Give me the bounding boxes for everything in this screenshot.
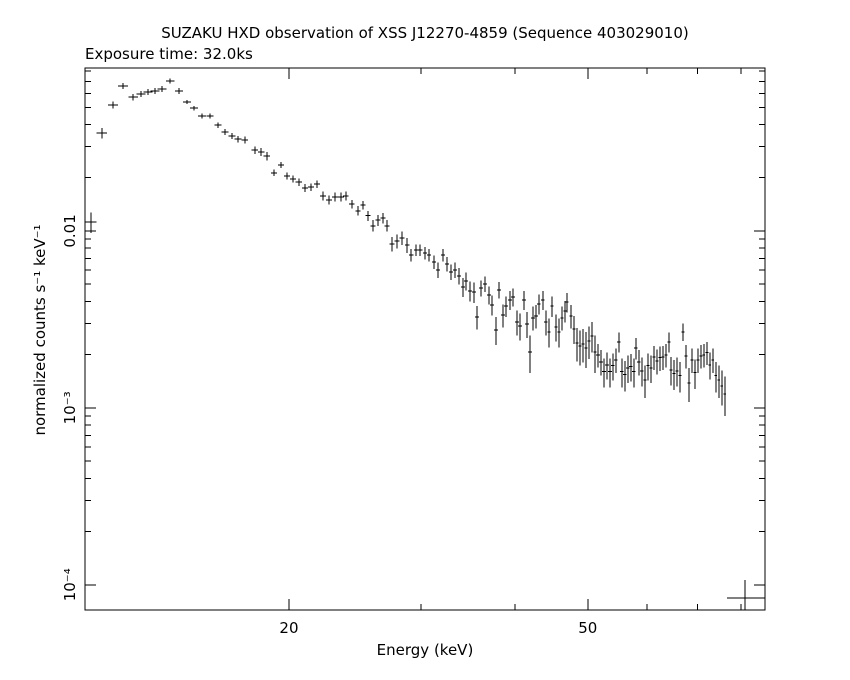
- x-tick-label: 50: [578, 619, 597, 637]
- y-tick-label: 10⁻³: [61, 391, 79, 424]
- x-axis-label: Energy (keV): [377, 641, 474, 659]
- y-tick-label: 0.01: [61, 214, 79, 247]
- chart-title: SUZAKU HXD observation of XSS J12270-485…: [161, 24, 688, 42]
- data-points: [85, 78, 727, 416]
- y-axis-label: normalized counts s⁻¹ keV⁻¹: [31, 224, 49, 435]
- y-tick-label: 10⁻⁴: [61, 568, 79, 601]
- chart-subtitle: Exposure time: 32.0ks: [85, 45, 253, 63]
- x-tick-label: 20: [279, 619, 298, 637]
- corner-marker: [727, 580, 765, 610]
- plot-frame: [84, 67, 766, 611]
